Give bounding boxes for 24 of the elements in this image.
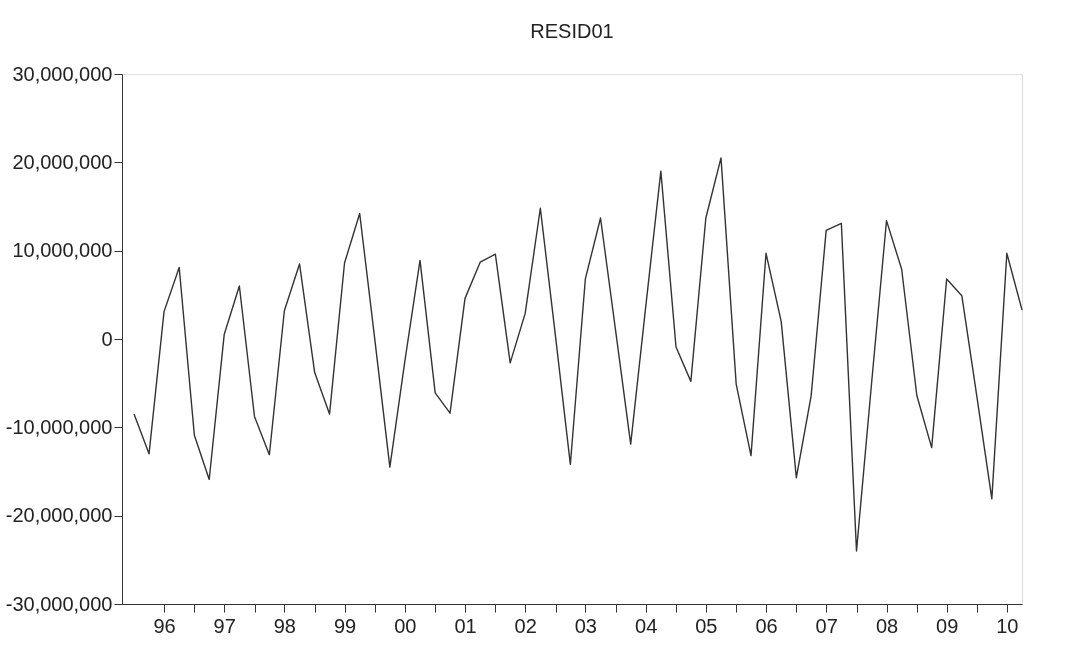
x-tick-label: 97 [213,614,236,637]
chart-title: RESID01 [530,20,614,42]
x-tick-label: 08 [875,614,899,637]
x-tick-label: 96 [153,614,176,637]
line-series [133,157,1023,552]
x-tick-label: 10 [996,614,1019,637]
y-tick-label: 20,000,000 [12,150,113,173]
x-tick-label: 04 [635,614,658,637]
x-tick-label: 02 [514,614,537,637]
y-tick-label: -10,000,000 [5,415,113,438]
x-tick-label: 03 [574,614,597,637]
x-tick-label: 06 [755,614,778,637]
x-tick-label: 00 [394,614,417,637]
y-tick-label: 10,000,000 [12,239,113,262]
y-tick-label: -20,000,000 [5,504,113,527]
x-tick-label: 07 [815,614,838,637]
x-tick-label: 98 [273,614,296,637]
x-tick-label: 05 [695,614,718,637]
x-tick-label: 01 [454,614,477,637]
y-tick-label: 30,000,000 [12,62,113,85]
x-tick-label: 09 [936,614,959,637]
x-tick-label: 99 [333,614,357,637]
y-tick-label: 0 [101,327,113,350]
y-tick-label: -30,000,000 [5,592,113,615]
